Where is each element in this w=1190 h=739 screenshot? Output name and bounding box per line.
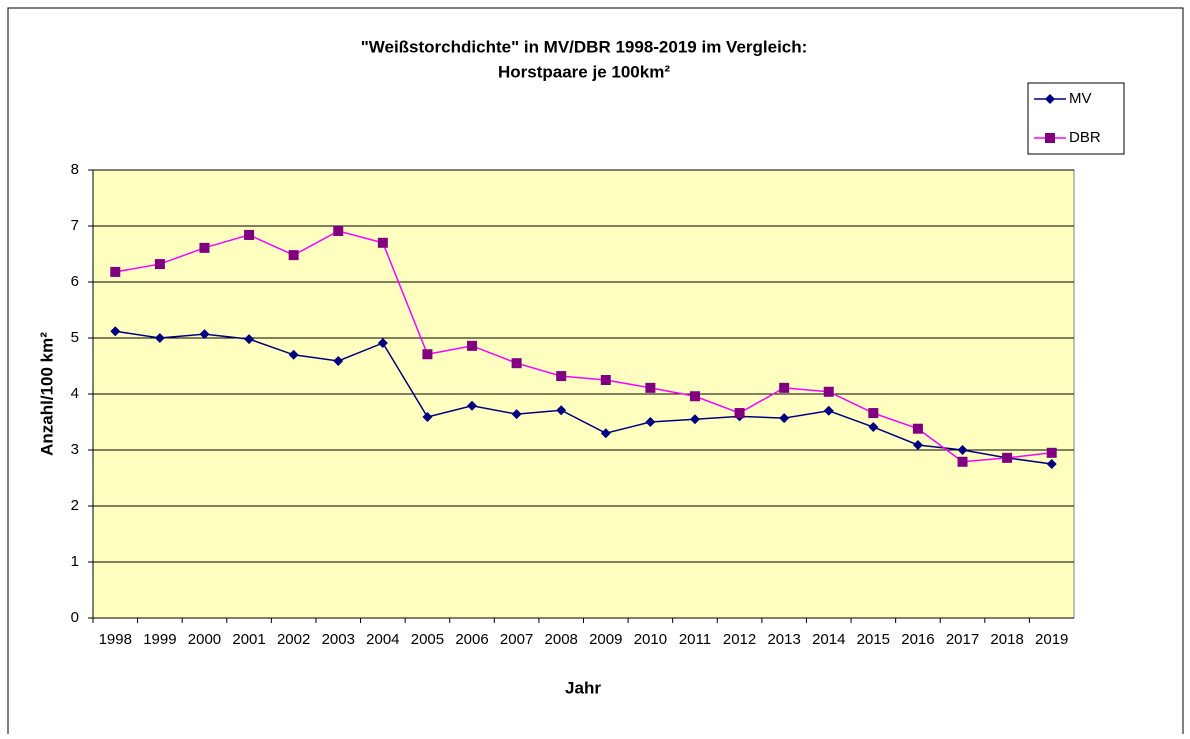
y-tick-label: 3 <box>71 441 79 458</box>
data-point <box>556 405 567 416</box>
y-tick-label: 0 <box>71 609 79 626</box>
x-tick-label: 2007 <box>500 631 533 648</box>
data-point <box>199 242 210 253</box>
data-point <box>288 349 299 360</box>
legend-label: MV <box>1069 90 1092 107</box>
data-point <box>110 266 121 277</box>
x-tick-label: 2011 <box>679 631 711 648</box>
data-point <box>154 259 165 270</box>
x-tick-label: 2001 <box>232 631 265 648</box>
data-point <box>377 237 388 248</box>
chart-title: "Weißstorchdichte" in MV/DBR 1998-2019 i… <box>361 37 808 56</box>
y-tick-label: 6 <box>71 273 79 290</box>
x-tick-label: 2012 <box>723 631 756 648</box>
x-axis-label: Jahr <box>565 678 601 697</box>
legend-marker <box>1045 133 1055 143</box>
x-tick-label: 2019 <box>1035 631 1068 648</box>
data-point <box>868 422 879 433</box>
y-tick-label: 7 <box>71 217 79 234</box>
legend-marker <box>1045 94 1055 104</box>
data-point <box>689 391 700 402</box>
series-line <box>115 330 1052 465</box>
data-point <box>244 334 255 345</box>
x-tick-label: 1999 <box>143 631 176 648</box>
data-point <box>779 382 790 393</box>
x-tick-label: 2010 <box>634 631 667 648</box>
data-point <box>333 355 344 366</box>
data-point <box>600 428 611 439</box>
x-tick-label: 2004 <box>366 631 399 648</box>
y-tick-label: 1 <box>71 553 79 570</box>
y-axis-label: Anzahl/100 km² <box>37 332 56 456</box>
y-tick-label: 4 <box>71 385 79 402</box>
chart-title: Horstpaare je 100km² <box>498 62 670 81</box>
data-point <box>377 338 388 349</box>
x-tick-label: 2000 <box>188 631 221 648</box>
data-point <box>244 229 255 240</box>
x-tick-label: 2017 <box>946 631 979 648</box>
data-point <box>779 413 790 424</box>
data-point <box>1002 452 1013 463</box>
data-point <box>823 386 834 397</box>
x-tick-label: 2016 <box>901 631 934 648</box>
data-point <box>868 408 879 419</box>
data-point <box>912 423 923 434</box>
x-tick-label: 2009 <box>589 631 622 648</box>
y-tick-label: 5 <box>71 329 79 346</box>
data-point <box>734 408 745 419</box>
data-point <box>467 340 478 351</box>
x-tick-label: 2002 <box>277 631 310 648</box>
x-tick-label: 2005 <box>411 631 444 648</box>
data-point <box>1046 447 1057 458</box>
data-point <box>288 250 299 261</box>
data-point <box>511 409 522 420</box>
data-point <box>511 358 522 369</box>
data-point <box>154 333 165 343</box>
legend-box <box>1027 82 1125 155</box>
data-point <box>110 326 121 337</box>
data-point <box>556 371 567 382</box>
x-tick-label: 2003 <box>322 631 355 648</box>
data-point <box>199 329 210 340</box>
data-point <box>467 400 478 411</box>
x-tick-label: 2006 <box>455 631 488 648</box>
y-tick-label: 8 <box>71 161 79 178</box>
x-tick-label: 2014 <box>812 631 845 648</box>
x-tick-label: 2015 <box>857 631 890 648</box>
data-point <box>957 445 968 455</box>
x-tick-label: 2018 <box>990 631 1023 648</box>
data-point <box>600 375 611 385</box>
data-point <box>689 414 700 425</box>
data-point <box>333 226 344 237</box>
data-point <box>823 405 834 416</box>
data-point <box>422 411 433 422</box>
data-point <box>422 349 433 360</box>
data-point <box>645 382 656 393</box>
legend-label: DBR <box>1069 129 1101 146</box>
data-point <box>645 417 656 427</box>
series-line <box>115 230 1052 463</box>
x-tick-label: 2008 <box>545 631 578 648</box>
x-tick-label: 2013 <box>767 631 800 648</box>
y-tick-label: 2 <box>71 497 79 514</box>
data-point <box>957 456 968 467</box>
data-point <box>912 439 923 450</box>
data-point <box>1046 459 1057 469</box>
x-tick-label: 1998 <box>99 631 132 648</box>
